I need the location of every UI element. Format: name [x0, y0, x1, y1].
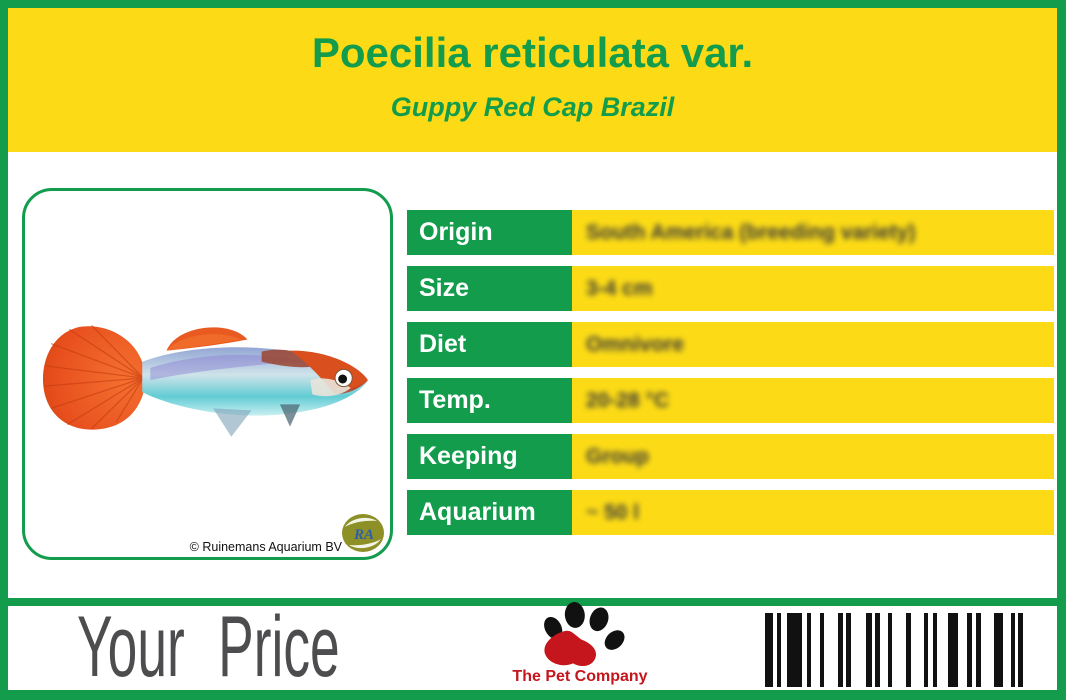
spec-value-text: Omnivore — [586, 332, 685, 356]
spec-label: Diet — [407, 322, 572, 367]
barcode-bar — [777, 613, 781, 687]
spec-value: 3-4 cm — [572, 266, 1054, 311]
specs-table: Origin South America (breeding variety) Si… — [407, 210, 1054, 546]
spec-value: Omnivore — [572, 322, 1054, 367]
spec-value-text: 20-28 °C — [586, 388, 670, 412]
spec-label: Aquarium — [407, 490, 572, 535]
spec-value-text: South America (breeding variety) — [586, 220, 916, 244]
species-subtitle: Guppy Red Cap Brazil — [390, 92, 675, 122]
barcode-bar — [838, 613, 843, 687]
guppy-fish-image — [42, 324, 368, 437]
spec-row-size: Size 3-4 cm — [407, 266, 1054, 311]
card-border-bottom — [0, 690, 1066, 700]
barcode-bar — [994, 613, 1003, 687]
spec-row-keeping: Keeping Group — [407, 434, 1054, 479]
barcode-bar — [820, 613, 824, 687]
spec-value: South America (breeding variety) — [572, 210, 1054, 255]
barcode-bar — [1011, 613, 1015, 687]
barcode-bar — [807, 613, 811, 687]
brand-logo-block: The Pet Company — [500, 602, 660, 686]
barcode-bar — [933, 613, 937, 687]
barcode-bar — [846, 613, 851, 687]
spec-value: ~ 50 l — [572, 490, 1054, 535]
spec-row-temp: Temp. 20-28 °C — [407, 378, 1054, 423]
barcode — [765, 613, 1023, 687]
barcode-bar — [906, 613, 911, 687]
footer-separator-line — [0, 598, 1066, 606]
spec-value-text: Group — [586, 444, 649, 468]
barcode-bar — [976, 613, 981, 687]
card-border-top — [0, 0, 1066, 8]
barcode-bar — [924, 613, 928, 687]
copyright-text: © Ruinemans Aquarium BV — [189, 540, 342, 554]
spec-label: Keeping — [407, 434, 572, 479]
spec-row-origin: Origin South America (breeding variety) — [407, 210, 1054, 255]
spec-value-text: ~ 50 l — [586, 500, 640, 524]
photo-frame: RA © Ruinemans Aquarium BV — [22, 188, 393, 560]
barcode-bar — [948, 613, 958, 687]
barcode-bar — [888, 613, 892, 687]
spec-value: Group — [572, 434, 1054, 479]
spec-row-aquarium: Aquarium ~ 50 l — [407, 490, 1054, 535]
spec-label: Origin — [407, 210, 572, 255]
header-band: Poecilia reticulata var. Guppy Red Cap B… — [8, 8, 1057, 152]
brand-name: The Pet Company — [512, 668, 648, 685]
card-border-left — [0, 0, 8, 700]
spec-row-diet: Diet Omnivore — [407, 322, 1054, 367]
barcode-bar — [787, 613, 802, 687]
supplier-logo-text: RA — [353, 527, 374, 543]
spec-value-text: 3-4 cm — [586, 276, 653, 300]
barcode-bar — [1018, 613, 1023, 687]
barcode-bar — [875, 613, 880, 687]
card-border-right — [1057, 0, 1066, 700]
spec-label: Size — [407, 266, 572, 311]
spec-value: 20-28 °C — [572, 378, 1054, 423]
price-label: Your Price — [77, 599, 340, 695]
barcode-bar — [866, 613, 872, 687]
paw-icon — [544, 602, 625, 666]
spec-label: Temp. — [407, 378, 572, 423]
barcode-bar — [967, 613, 972, 687]
supplier-logo: RA — [342, 514, 384, 552]
species-title: Poecilia reticulata var. — [311, 29, 754, 76]
barcode-bar — [765, 613, 773, 687]
